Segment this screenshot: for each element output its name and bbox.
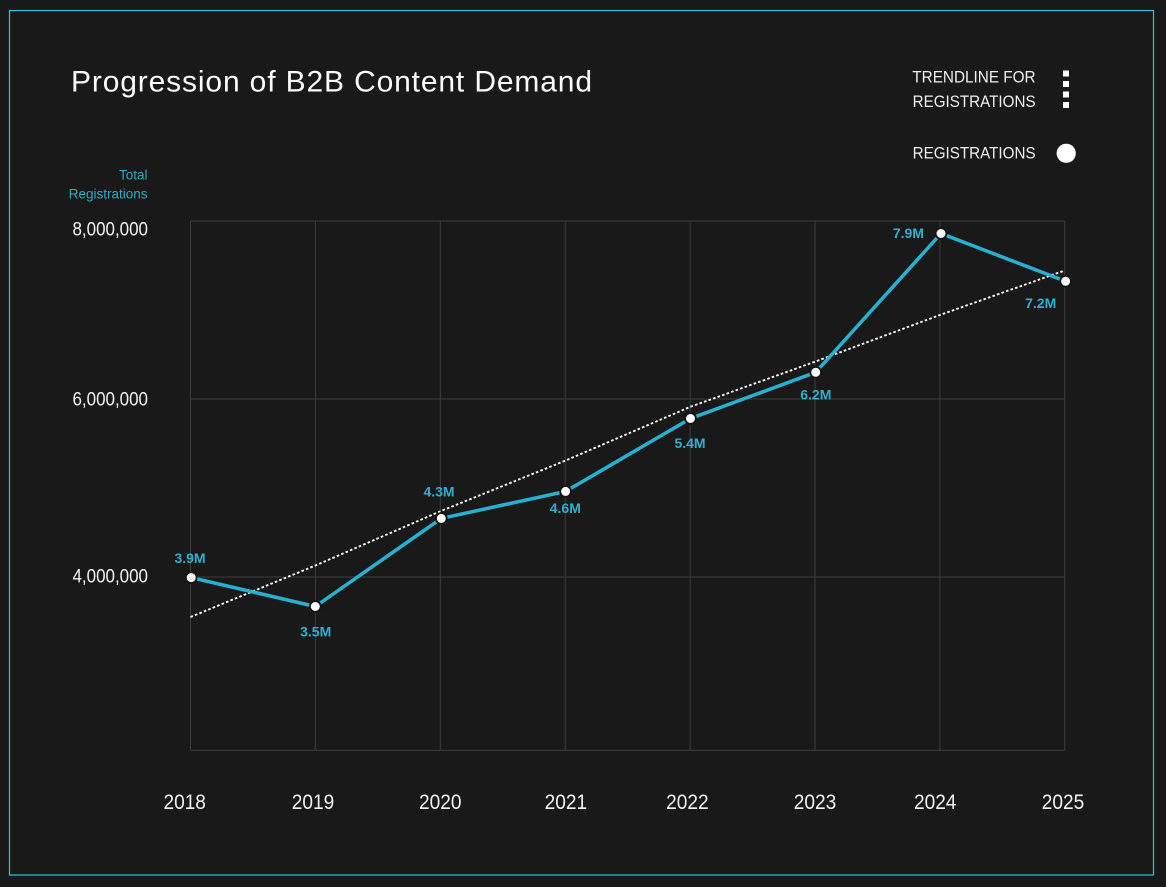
svg-text:2022: 2022 <box>666 791 709 814</box>
svg-text:REGISTRATIONS: REGISTRATIONS <box>913 145 1036 163</box>
svg-text:7.9M: 7.9M <box>893 225 924 241</box>
svg-text:4.6M: 4.6M <box>550 500 581 516</box>
svg-text:REGISTRATIONS: REGISTRATIONS <box>913 93 1036 111</box>
svg-text:3.5M: 3.5M <box>300 624 331 640</box>
svg-text:4.3M: 4.3M <box>423 483 454 499</box>
svg-text:7.2M: 7.2M <box>1025 295 1056 311</box>
svg-text:Registrations: Registrations <box>69 187 148 202</box>
svg-text:2018: 2018 <box>163 791 206 814</box>
svg-text:6.2M: 6.2M <box>800 387 831 403</box>
svg-text:2021: 2021 <box>545 791 588 814</box>
svg-text:4,000,000: 4,000,000 <box>73 566 149 588</box>
svg-text:2024: 2024 <box>914 791 957 814</box>
svg-text:2023: 2023 <box>794 791 837 814</box>
svg-text:TRENDLINE FOR: TRENDLINE FOR <box>912 69 1035 87</box>
svg-text:Total: Total <box>119 168 148 183</box>
svg-text:2019: 2019 <box>292 791 335 814</box>
svg-text:Progression of B2B Content Dem: Progression of B2B Content Demand <box>71 66 592 99</box>
svg-text:2020: 2020 <box>419 791 462 814</box>
svg-text:8,000,000: 8,000,000 <box>73 219 149 241</box>
svg-text:3.9M: 3.9M <box>174 550 205 566</box>
svg-text:5.4M: 5.4M <box>674 435 705 451</box>
svg-text:2025: 2025 <box>1042 791 1085 814</box>
svg-text:6,000,000: 6,000,000 <box>73 388 149 410</box>
